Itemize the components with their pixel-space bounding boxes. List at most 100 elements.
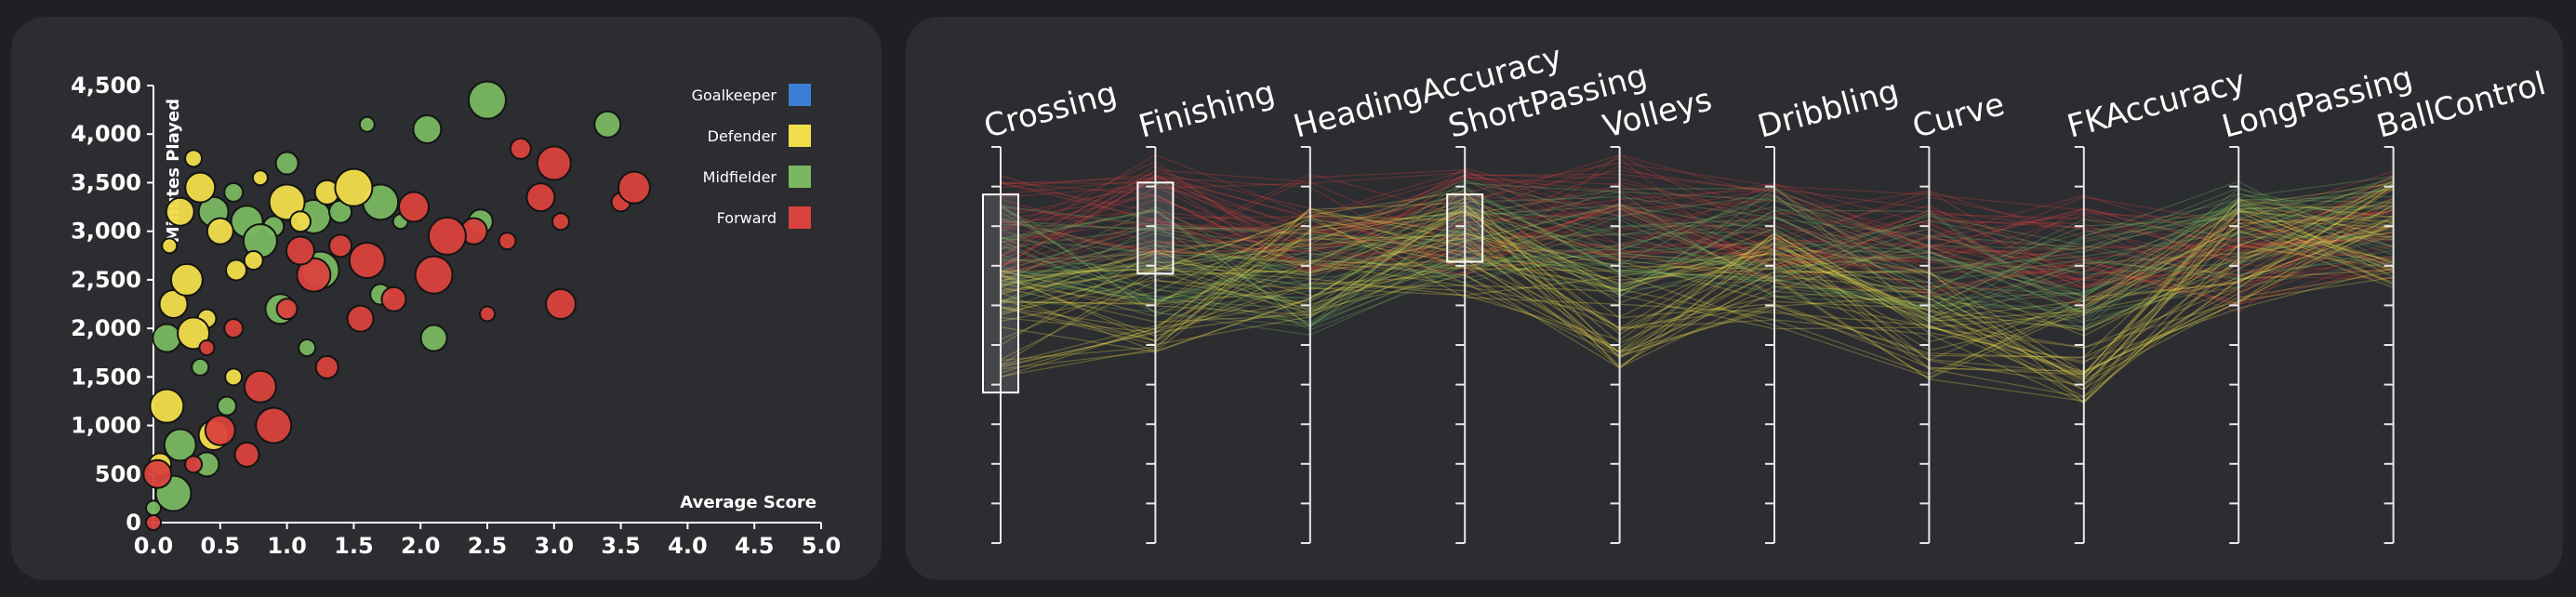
data-line-defender	[1000, 199, 2394, 376]
scatter-point-forward	[525, 182, 556, 213]
scatter-point-midfielder	[274, 151, 299, 176]
scatter-point-midfielder	[152, 323, 182, 353]
data-line-forward	[1000, 180, 2394, 273]
parallel-coordinates-chart: Crossing Finishing HeadingAccuracyShortPas…	[980, 38, 2550, 544]
scatter-point-forward	[243, 369, 277, 404]
data-line-midfielder	[1000, 199, 2394, 299]
scatter-point-forward	[223, 318, 245, 339]
scatter-panel: 0.0 0.5 1.0 1.5 2.0 2.5 3.0 3.5 4.0 4.5 5.0 0 500 1,0…	[11, 17, 882, 580]
data-line-midfielder	[1000, 204, 2394, 312]
data-line-forward	[1000, 167, 2394, 298]
y-tick-label: 0	[126, 510, 141, 536]
data-line-defender	[1000, 204, 2394, 384]
scatter-point-midfielder	[298, 338, 317, 357]
scatter-point-midfielder	[468, 80, 507, 120]
data-line-forward	[1000, 204, 2394, 272]
scatter-point-forward	[142, 458, 173, 489]
pc-axis-label: Dribbling	[1754, 73, 1903, 146]
scatter-point-forward	[479, 305, 496, 323]
x-tick-label: 0.0	[134, 533, 174, 559]
data-line-midfielder	[1000, 207, 2394, 319]
data-line-midfielder	[1000, 184, 2394, 327]
x-tick-label: 4.5	[735, 533, 775, 559]
x-tick-label: 3.0	[535, 533, 575, 559]
data-line-forward	[1000, 176, 2394, 281]
data-line-midfielder	[1000, 187, 2394, 301]
data-line-midfielder	[1000, 185, 2394, 298]
x-tick-label: 0.5	[201, 533, 241, 559]
data-line-midfielder	[1000, 208, 2394, 323]
legend-swatch	[789, 125, 811, 147]
scatter-point-midfielder	[593, 110, 622, 139]
scatter-point-forward	[198, 339, 216, 356]
data-line-defender	[1000, 209, 2394, 391]
data-line-forward	[1000, 194, 2394, 290]
data-line-midfielder	[1000, 179, 2394, 304]
data-line-midfielder	[1000, 192, 2394, 318]
scatter-point-midfielder	[358, 115, 376, 133]
scatter-point-forward	[296, 257, 332, 293]
scatter-point-midfielder	[419, 324, 448, 352]
data-line-forward	[1000, 153, 2394, 301]
data-line-midfielder	[1000, 188, 2394, 329]
data-line-midfielder	[1000, 188, 2394, 331]
x-tick-label: 2.5	[468, 533, 508, 559]
data-line-midfielder	[1000, 200, 2394, 308]
scatter-point-forward	[233, 441, 260, 468]
data-line-defender	[1000, 209, 2394, 337]
data-line-forward	[1000, 169, 2394, 289]
scatter-point-forward	[255, 406, 293, 444]
data-line-defender	[1000, 185, 2394, 366]
scatter-point-forward	[380, 285, 407, 312]
data-line-defender	[1000, 191, 2394, 381]
legend-swatch	[789, 166, 811, 188]
x-tick-label: 1.5	[334, 533, 374, 559]
y-tick-label: 4,500	[71, 73, 141, 99]
y-tick-label: 1,000	[71, 413, 141, 439]
data-line-defender	[1000, 209, 2394, 358]
data-line-midfielder	[1000, 194, 2394, 310]
brush-shortpassing	[1446, 193, 1484, 263]
data-line-midfielder	[1000, 196, 2394, 278]
data-line-defender	[1000, 207, 2394, 378]
data-line-forward	[1000, 174, 2394, 299]
legend-swatch	[789, 84, 811, 106]
pc-axis-label: Finishing	[1135, 73, 1279, 145]
scatter-point-defender	[169, 262, 204, 297]
scatter-point-midfielder	[216, 395, 237, 417]
y-tick-label: 3,500	[71, 169, 141, 195]
data-line-defender	[1000, 201, 2394, 375]
pc-axis-label: Crossing	[980, 74, 1121, 145]
data-line-forward	[1000, 166, 2394, 269]
data-line-defender	[1000, 211, 2394, 370]
data-line-midfielder	[1000, 179, 2394, 314]
data-line-forward	[1000, 169, 2394, 285]
data-line-forward	[1000, 173, 2394, 273]
data-line-defender	[1000, 259, 2394, 374]
y-tick-label: 500	[95, 461, 141, 487]
data-line-defender	[1000, 221, 2394, 372]
data-line-midfielder	[1000, 209, 2394, 318]
scatter-point-defender	[251, 169, 269, 187]
scatter-point-defender	[334, 167, 374, 207]
scatter-point-forward	[498, 232, 517, 251]
scatter-point-defender	[161, 237, 179, 255]
scatter-point-forward	[145, 514, 162, 531]
x-tick-label: 2.0	[401, 533, 441, 559]
data-line-defender	[1000, 188, 2394, 361]
data-line-midfielder	[1000, 205, 2394, 328]
data-line-midfielder	[1000, 187, 2394, 327]
scatter-point-defender	[158, 289, 189, 319]
scatter-point-forward	[346, 304, 375, 333]
legend-label: Goalkeeper	[692, 86, 777, 104]
scatter-point-defender	[165, 196, 195, 227]
y-tick-label: 4,000	[71, 121, 141, 147]
data-line-forward	[1000, 183, 2394, 306]
data-line-midfielder	[1000, 231, 2394, 312]
scatter-point-forward	[275, 298, 299, 321]
data-line-midfielder	[1000, 224, 2394, 293]
y-tick-label: 2,500	[71, 267, 141, 293]
data-line-forward	[1000, 175, 2394, 285]
y-tick-label: 1,500	[71, 364, 141, 390]
data-line-defender	[1000, 198, 2394, 405]
